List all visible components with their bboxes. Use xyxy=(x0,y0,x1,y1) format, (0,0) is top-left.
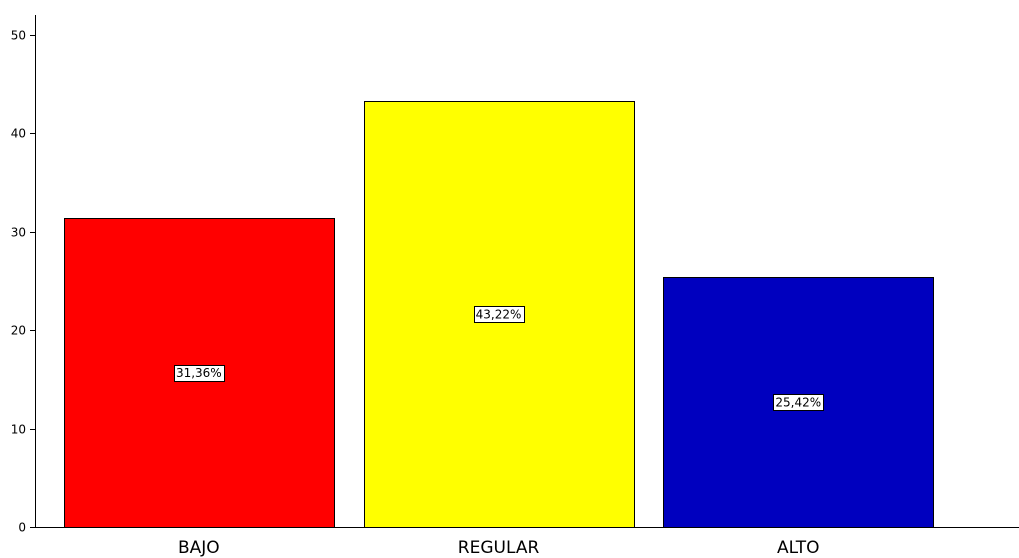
x-category-label: BAJO xyxy=(178,538,220,558)
y-tick-label: 50 xyxy=(11,29,26,43)
y-tick-label: 0 xyxy=(18,521,26,535)
data-label-box xyxy=(174,365,225,382)
y-tick-label: 40 xyxy=(11,127,26,141)
y-tick-label: 30 xyxy=(11,226,26,240)
y-tick-label: 10 xyxy=(11,423,26,437)
data-label: 25,42% xyxy=(773,394,824,411)
x-category-labels: BAJO REGULAR ALTO xyxy=(178,538,820,558)
data-label-text: 43,22% xyxy=(476,308,522,322)
data-label: 31,36% xyxy=(174,365,225,382)
y-ticks: 0 10 20 30 40 50 xyxy=(11,29,35,535)
axes-layer xyxy=(35,15,1019,528)
data-label-box xyxy=(773,394,824,411)
data-label-text: 25,42% xyxy=(775,395,821,409)
x-category-label: ALTO xyxy=(777,538,820,558)
data-label-text: 31,36% xyxy=(176,366,222,380)
data-label-box xyxy=(474,306,525,323)
data-labels: 31,36% 43,22% 25,42% xyxy=(174,306,824,411)
x-category-label: REGULAR xyxy=(458,538,540,558)
data-label: 43,22% xyxy=(474,306,525,323)
y-tick-label: 20 xyxy=(11,324,26,338)
